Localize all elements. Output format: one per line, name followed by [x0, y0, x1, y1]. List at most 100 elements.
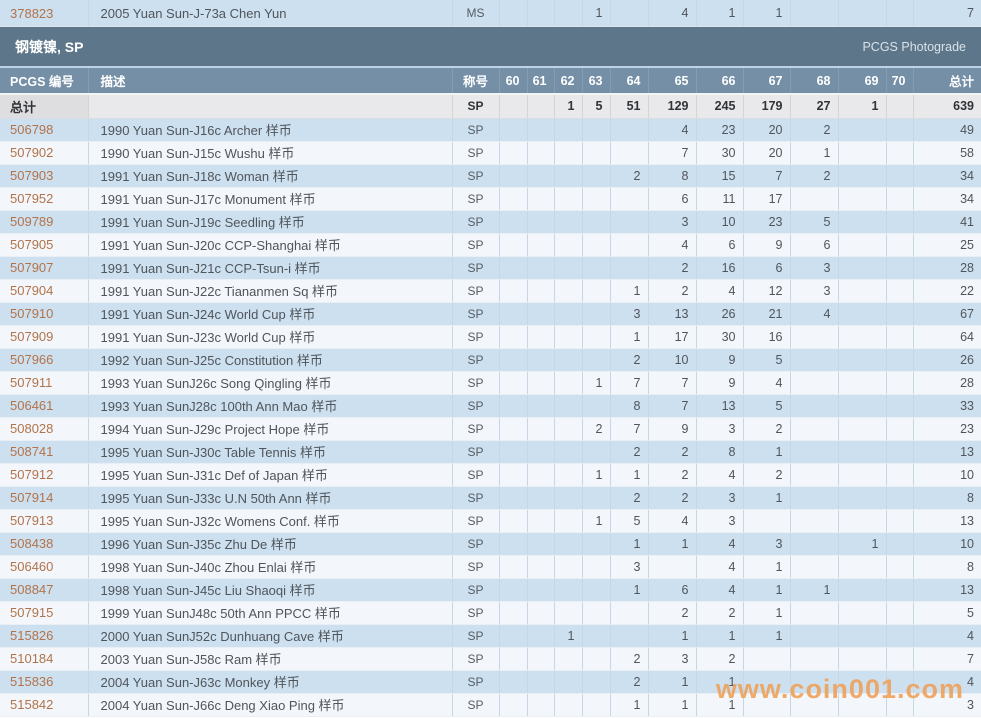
grade-count-cell: 1: [696, 693, 744, 717]
grade-count-cell: 30: [696, 325, 744, 349]
grade-count-cell: [554, 348, 583, 372]
pcgs-number-link[interactable]: 506461: [0, 394, 89, 418]
grade-count-cell: 2: [582, 417, 611, 441]
grade-count-cell: [838, 210, 887, 234]
pcgs-number-link[interactable]: 507909: [0, 325, 89, 349]
pcgs-number-link[interactable]: 507966: [0, 348, 89, 372]
grade-count-cell: [790, 348, 839, 372]
row-total-cell: 4: [913, 624, 981, 648]
grade-count-cell: [527, 624, 555, 648]
grade-count-cell: [886, 440, 914, 464]
description: 1993 Yuan SunJ26c Song Qingling 样币: [88, 371, 453, 395]
grade-count-cell: 4: [790, 302, 839, 326]
header-designation: 称号: [452, 68, 500, 95]
table-row: 507907 1991 Yuan Sun-J21c CCP-Tsun-i 样币 SP…: [0, 256, 981, 280]
pcgs-number-link[interactable]: 507910: [0, 302, 89, 326]
table-row: 507903 1991 Yuan Sun-J18c Woman 样币 SP 2 8 15 7…: [0, 164, 981, 188]
grade-count-cell: 1: [610, 578, 649, 602]
grade-count-cell: 1: [648, 693, 697, 717]
grade-count-cell: 2: [648, 463, 697, 487]
pcgs-number-link[interactable]: 509789: [0, 210, 89, 234]
row-total-cell: 22: [913, 279, 981, 303]
pcgs-number-link[interactable]: 508741: [0, 440, 89, 464]
grade-count-cell: 1: [610, 463, 649, 487]
grade-count-cell: 3: [648, 210, 697, 234]
grade-count-cell: [886, 210, 914, 234]
pcgs-number-link[interactable]: 507902: [0, 141, 89, 165]
pcgs-number-link[interactable]: 510184: [0, 647, 89, 671]
grade-count-cell: 7: [610, 371, 649, 395]
pcgs-number-link[interactable]: 508438: [0, 532, 89, 556]
table-row: 509789 1991 Yuan Sun-J19c Seedling 样币 SP 3 1…: [0, 210, 981, 234]
description: 2000 Yuan SunJ52c Dunhuang Cave 样币: [88, 624, 453, 648]
grade-count-cell: 10: [648, 348, 697, 372]
grade-count-cell: [886, 555, 914, 579]
grade-count-cell: 129: [648, 94, 697, 119]
pcgs-number-link[interactable]: 515836: [0, 670, 89, 694]
grade-count-cell: [648, 555, 697, 579]
pcgs-number-link[interactable]: 507913: [0, 509, 89, 533]
pcgs-number-link[interactable]: 507914: [0, 486, 89, 510]
pcgs-number-link[interactable]: 507911: [0, 371, 89, 395]
pcgs-number-link[interactable]: 507912: [0, 463, 89, 487]
grade-count-cell: [554, 555, 583, 579]
grade-count-cell: 5: [743, 394, 791, 418]
row-total-cell: 7: [967, 6, 974, 20]
grade-count-cell: 1: [743, 555, 791, 579]
table-row: 507909 1991 Yuan Sun-J23c World Cup 样币 SP 1…: [0, 325, 981, 349]
grade-count-cell: [499, 647, 528, 671]
grade-count-cell: [499, 463, 528, 487]
pcgs-number-link[interactable]: 508847: [0, 578, 89, 602]
grade-count-cell: [886, 601, 914, 625]
row-total-cell: 639: [913, 94, 981, 119]
grade-count-cell: [838, 325, 887, 349]
grade-count-cell: 1: [696, 624, 744, 648]
row-total-cell: 8: [913, 555, 981, 579]
grade-count-cell: [554, 118, 583, 142]
pcgs-number-link[interactable]: 506798: [0, 118, 89, 142]
grade-count-cell: [886, 693, 914, 717]
row-total-cell: 4: [913, 670, 981, 694]
grade-count-cell: [582, 187, 611, 211]
pcgs-number-link[interactable]: 507952: [0, 187, 89, 211]
table-row: 507966 1992 Yuan Sun-J25c Constitution 样币…: [0, 348, 981, 372]
grade-count-cell: [582, 601, 611, 625]
grade-count-cell: [790, 394, 839, 418]
pcgs-number-link[interactable]: 515826: [0, 624, 89, 648]
grade-count-cell: 10: [696, 210, 744, 234]
grade-count-cell: [527, 578, 555, 602]
grade-count-cell: 3: [696, 509, 744, 533]
pcgs-number-link[interactable]: 507903: [0, 164, 89, 188]
pcgs-number-link[interactable]: 506460: [0, 555, 89, 579]
pcgs-number-link[interactable]: 378823: [0, 0, 89, 26]
header-pcgs-number: PCGS 编号: [0, 68, 89, 95]
grade-count-cell: 23: [743, 210, 791, 234]
grade-count-cell: 2: [743, 417, 791, 441]
grade-count-cell: 2: [610, 440, 649, 464]
grade-count-cell: 1: [582, 0, 611, 26]
grade-count-cell: [527, 601, 555, 625]
pcgs-number-link[interactable]: 507907: [0, 256, 89, 280]
grade-count-cell: [886, 624, 914, 648]
pcgs-number-link[interactable]: 515842: [0, 693, 89, 717]
grade-count-cell: [790, 440, 839, 464]
grade-count-cell: [610, 0, 649, 26]
grade-count-cell: [610, 256, 649, 280]
pcgs-number-link[interactable]: 507904: [0, 279, 89, 303]
grade-count-cell: 8: [696, 440, 744, 464]
grade-count-cell: 11: [696, 187, 744, 211]
pcgs-number-link[interactable]: 507915: [0, 601, 89, 625]
grade-count-cell: [838, 417, 887, 441]
pcgs-number-link[interactable]: 508028: [0, 417, 89, 441]
pcgs-photograde-link[interactable]: PCGS Photograde: [862, 39, 966, 54]
designation: SP: [452, 601, 500, 625]
grade-count-cell: 2: [648, 440, 697, 464]
pcgs-number-link[interactable]: 507905: [0, 233, 89, 257]
grade-count-cell: [527, 233, 555, 257]
grade-count-cell: [838, 233, 887, 257]
grade-count-cell: 1: [610, 532, 649, 556]
table-row: 378823 2005 Yuan Sun-J-73a Chen Yun MS 1…: [0, 0, 981, 26]
grade-count-cell: [499, 302, 528, 326]
header-grade-66: 66: [696, 68, 744, 95]
grade-count-cell: [886, 348, 914, 372]
